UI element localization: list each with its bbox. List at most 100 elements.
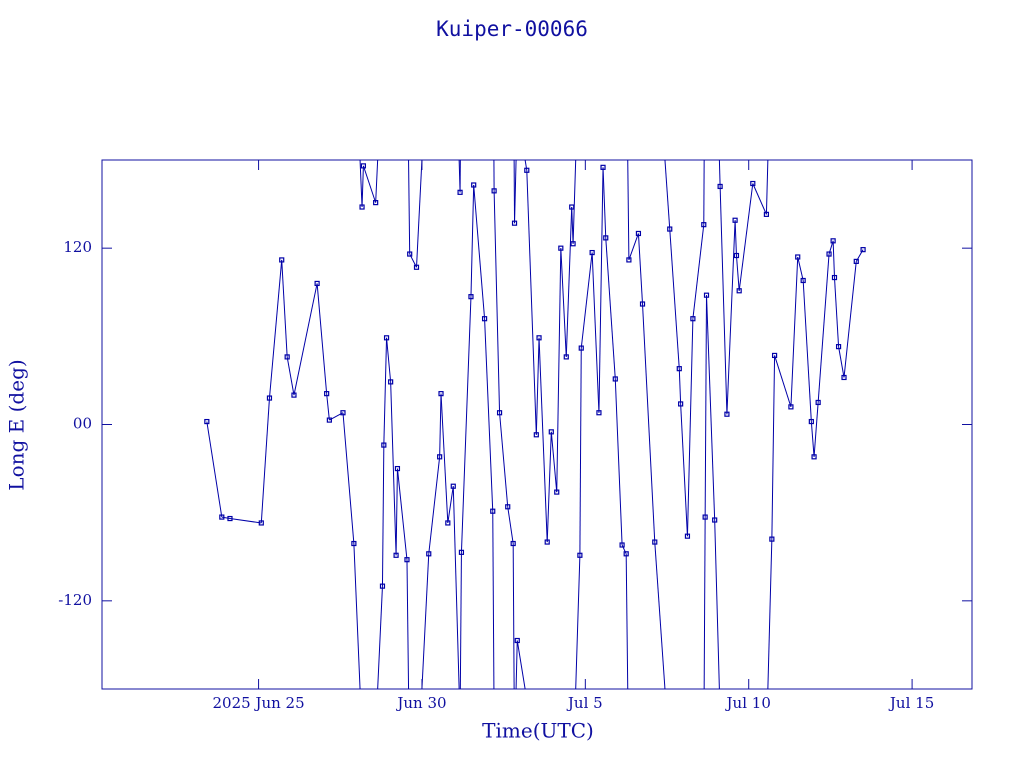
line-segment [734, 220, 737, 256]
line-segment [692, 224, 705, 319]
line-segment [286, 356, 295, 396]
line-segment [516, 640, 526, 689]
data-point [788, 404, 794, 410]
line-segment [416, 160, 423, 268]
data-point [524, 167, 530, 173]
data-point [724, 411, 730, 417]
data-point [491, 188, 497, 194]
data-point [702, 514, 708, 520]
line-segment [556, 248, 562, 493]
line-segment [579, 348, 582, 556]
line-segment [560, 248, 567, 357]
data-point [373, 200, 379, 206]
data-point [811, 454, 817, 460]
data-point [481, 316, 488, 322]
line-segment [686, 318, 694, 537]
line-segment [507, 506, 514, 544]
data-point [505, 504, 511, 510]
data-point [379, 583, 386, 589]
line-segment [470, 184, 475, 297]
data-point [284, 354, 290, 360]
line-segment [459, 160, 461, 193]
line-segment [575, 555, 581, 689]
line-segment [598, 167, 604, 413]
line-segment [293, 283, 318, 396]
data-point [769, 536, 775, 542]
line-segment [260, 398, 270, 523]
line-segment [706, 295, 716, 521]
data-point [490, 508, 496, 514]
line-segment [538, 337, 548, 543]
line-segment [833, 277, 840, 347]
data-point [351, 540, 357, 547]
data-point [468, 294, 474, 300]
line-segment [390, 381, 397, 556]
line-segment [572, 160, 577, 244]
data-point [815, 399, 821, 406]
data-point [533, 432, 539, 438]
line-segment [627, 160, 630, 260]
line-segment [383, 337, 388, 446]
line-segment [439, 393, 442, 457]
line-segment [704, 295, 708, 518]
data-point [853, 258, 859, 264]
data-point [219, 514, 225, 520]
line-segment [514, 160, 517, 224]
data-point [544, 539, 550, 545]
data-point [496, 410, 503, 416]
line-segment [546, 431, 552, 543]
data-point [413, 264, 420, 270]
data-point [570, 241, 576, 247]
line-segment [362, 165, 377, 203]
x-tick-label: Jun 30 [395, 694, 446, 712]
line-segment [381, 445, 385, 587]
x-axis-title: Time(UTC) [482, 719, 594, 743]
data-point [393, 552, 399, 558]
line-segment [550, 431, 558, 493]
line-segment [565, 207, 573, 357]
data-point [457, 189, 463, 195]
plot-area [204, 160, 866, 689]
line-segment [206, 421, 223, 518]
data-point [639, 301, 646, 307]
data-point [437, 454, 443, 460]
data-point [800, 277, 806, 284]
data-point [558, 245, 564, 251]
data-point [407, 251, 413, 257]
line-segment [221, 516, 231, 520]
line-segment [396, 468, 408, 560]
line-segment [678, 368, 682, 404]
data-point [763, 211, 770, 217]
line-segment [473, 184, 486, 319]
line-segment [718, 160, 721, 187]
data-point [684, 533, 691, 539]
line-segment [817, 254, 830, 403]
line-segment [421, 553, 430, 689]
data-point [514, 637, 520, 644]
line-segment [268, 259, 283, 399]
data-point [438, 391, 444, 397]
data-point [388, 379, 394, 385]
line-segment [752, 183, 767, 215]
data-point [841, 374, 847, 381]
data-point [554, 489, 560, 495]
y-axis-title: Long E (deg) [5, 359, 29, 490]
line-segment [229, 518, 262, 524]
data-point [258, 520, 264, 526]
data-point [445, 520, 451, 526]
data-point [266, 395, 273, 401]
data-point [326, 417, 332, 423]
line-segment [669, 229, 680, 369]
line-segment [406, 559, 410, 689]
line-segment [326, 393, 330, 421]
line-segment [654, 542, 666, 689]
y-tick-label: -120 [58, 591, 92, 609]
line-segment [526, 170, 537, 435]
data-point [548, 429, 554, 435]
data-point [394, 465, 401, 472]
data-point [635, 230, 642, 237]
line-segment [395, 468, 398, 556]
line-segment [703, 160, 705, 225]
data-point [771, 352, 778, 359]
